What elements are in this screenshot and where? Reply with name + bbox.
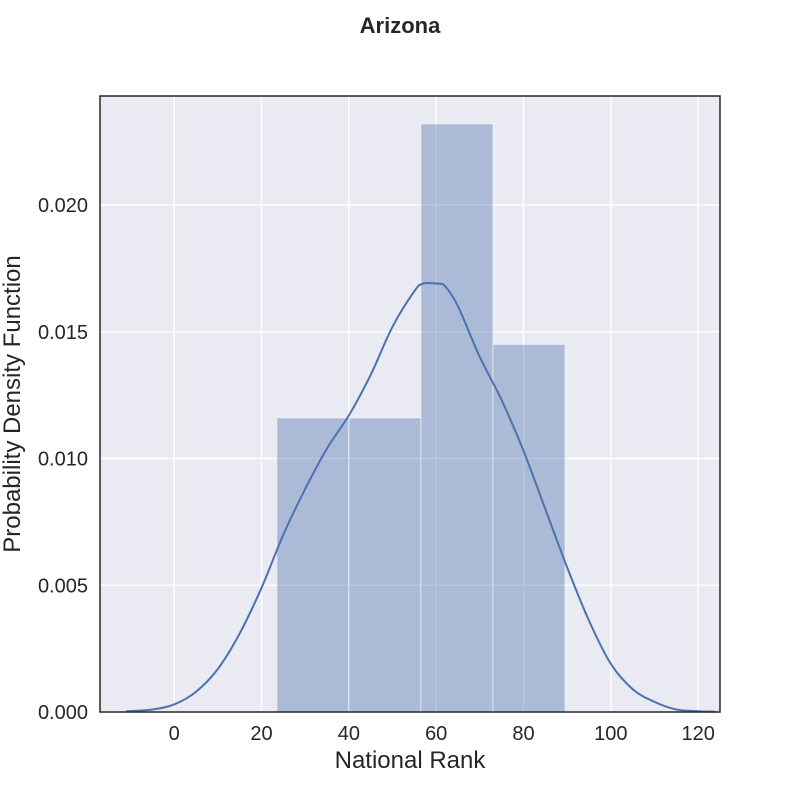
kde-layer [126, 281, 716, 713]
chart-title: Arizona [360, 13, 441, 38]
histogram-bar-3 [420, 123, 494, 713]
y-tick-labels: 0.000 0.005 0.010 0.015 0.020 [38, 195, 88, 724]
kde-curve [126, 281, 716, 713]
y-tick-label: 0.020 [38, 195, 88, 217]
y-tick-label: 0.015 [38, 322, 88, 344]
plot-area [100, 96, 720, 712]
x-axis-label: National Rank [335, 747, 487, 774]
x-tick-label: 40 [338, 723, 360, 745]
x-tick-label: 80 [512, 723, 534, 745]
y-tick-label: 0.000 [38, 702, 88, 724]
x-tick-labels: 0 20 40 60 80 100 120 [169, 723, 715, 745]
y-tick-label: 0.005 [38, 575, 88, 597]
x-tick-label: 0 [169, 723, 180, 745]
histogram-bar-2 [348, 417, 422, 713]
histogram-bar-4 [492, 343, 566, 713]
x-tick-label: 20 [250, 723, 272, 745]
y-axis-label: Probability Density Function [0, 255, 26, 552]
x-tick-label: 120 [681, 723, 714, 745]
histogram-bar-1 [276, 417, 350, 713]
x-tick-label: 100 [594, 723, 627, 745]
x-tick-label: 60 [425, 723, 447, 745]
y-tick-label: 0.010 [38, 449, 88, 471]
plot-frame [99, 95, 721, 713]
